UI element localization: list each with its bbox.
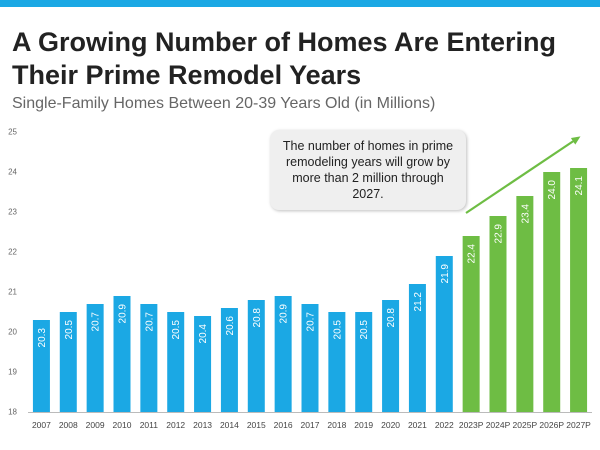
y-tick-label: 24: [8, 168, 17, 177]
bar-value-label: 20.7: [306, 312, 317, 332]
y-tick-label: 22: [8, 248, 17, 257]
x-tick-label: 2015: [247, 420, 266, 430]
x-tick-label: 2012: [166, 420, 185, 430]
bar-value-label: 20.9: [279, 304, 290, 324]
bar-value-label: 22.9: [494, 224, 505, 244]
bar: [570, 168, 588, 412]
bar-value-label: 20.5: [359, 320, 370, 340]
bar-value-label: 20.6: [225, 316, 236, 336]
bar-value-label: 21.2: [413, 292, 424, 312]
bar-value-label: 24.0: [547, 180, 558, 200]
bar-value-label: 20.3: [37, 328, 48, 348]
y-tick-label: 19: [8, 368, 17, 377]
bar: [274, 296, 292, 412]
x-axis: 2007 2008 2009 2010 2011 2012 2013 2014 2015 2016…: [28, 412, 592, 430]
bar-value-label: 20.9: [118, 304, 129, 324]
bar: [516, 196, 534, 412]
x-tick-label: 2026P: [539, 420, 564, 430]
bar-value-label: 24.1: [574, 176, 585, 196]
bar-value-label: 20.5: [64, 320, 75, 340]
callout-box: The number of homes in prime remodeling …: [270, 130, 466, 210]
bar-value-label: 20.7: [91, 312, 102, 332]
bar: [194, 316, 212, 412]
x-tick-label: 2008: [59, 420, 78, 430]
x-tick-label: 2025P: [513, 420, 538, 430]
bar-value-label: 20.8: [386, 308, 397, 328]
x-tick-label: 2010: [113, 420, 132, 430]
bar: [32, 320, 50, 412]
bar: [59, 312, 77, 412]
page-title: A Growing Number of Homes Are Entering T…: [12, 27, 557, 90]
x-tick-label: 2021: [408, 420, 427, 430]
x-tick-label: 2009: [86, 420, 105, 430]
bar: [489, 216, 507, 412]
top-accent-bar: [0, 0, 600, 7]
bar: [462, 236, 480, 412]
x-tick-label: 2024P: [486, 420, 511, 430]
y-tick-label: 23: [8, 208, 17, 217]
bar-value-label: 20.4: [198, 324, 209, 344]
bar-value-label: 20.5: [171, 320, 182, 340]
bar: [382, 300, 400, 412]
x-tick-label: 2007: [32, 420, 51, 430]
callout-text: The number of homes in prime remodeling …: [282, 139, 454, 201]
bar-value-label: 21.9: [440, 264, 451, 284]
bar: [113, 296, 131, 412]
x-tick-label: 2023P: [459, 420, 484, 430]
bar-value-label: 20.5: [332, 320, 343, 340]
bar: [140, 304, 158, 412]
x-tick-label: 2018: [327, 420, 346, 430]
bar-value-label: 23.4: [520, 204, 531, 224]
bar: [543, 172, 561, 412]
trend-arrow-icon: [465, 136, 581, 214]
bar: [408, 284, 426, 412]
x-tick-label: 2020: [381, 420, 400, 430]
x-tick-label: 2016: [274, 420, 293, 430]
x-tick-label: 2022: [435, 420, 454, 430]
bar: [167, 312, 185, 412]
x-tick-label: 2011: [140, 420, 159, 430]
bar: [355, 312, 373, 412]
bar: [86, 304, 104, 412]
x-tick-label: 2017: [301, 420, 320, 430]
bar: [247, 300, 265, 412]
bars-group: 20.3 20.5 20.7 20.9 20.7 20.5 20.4 20.6 20.8 20.9…: [32, 168, 588, 412]
y-tick-label: 25: [8, 128, 17, 137]
bar: [435, 256, 453, 412]
bar-value-label: 22.4: [467, 244, 478, 264]
x-tick-label: 2013: [193, 420, 212, 430]
bar: [301, 304, 319, 412]
x-tick-label: 2019: [354, 420, 373, 430]
bar: [220, 308, 238, 412]
bar: [328, 312, 346, 412]
x-tick-label: 2027P: [566, 420, 591, 430]
bar-value-label: 20.8: [252, 308, 263, 328]
page-subtitle: Single-Family Homes Between 20-39 Years …: [12, 95, 436, 112]
bar-value-label: 20.7: [144, 312, 155, 332]
y-tick-label: 18: [8, 408, 17, 417]
y-axis: 18 19 20 21 22 23 24 25: [8, 128, 17, 417]
y-tick-label: 21: [8, 288, 17, 297]
y-tick-label: 20: [8, 328, 17, 337]
x-tick-label: 2014: [220, 420, 239, 430]
